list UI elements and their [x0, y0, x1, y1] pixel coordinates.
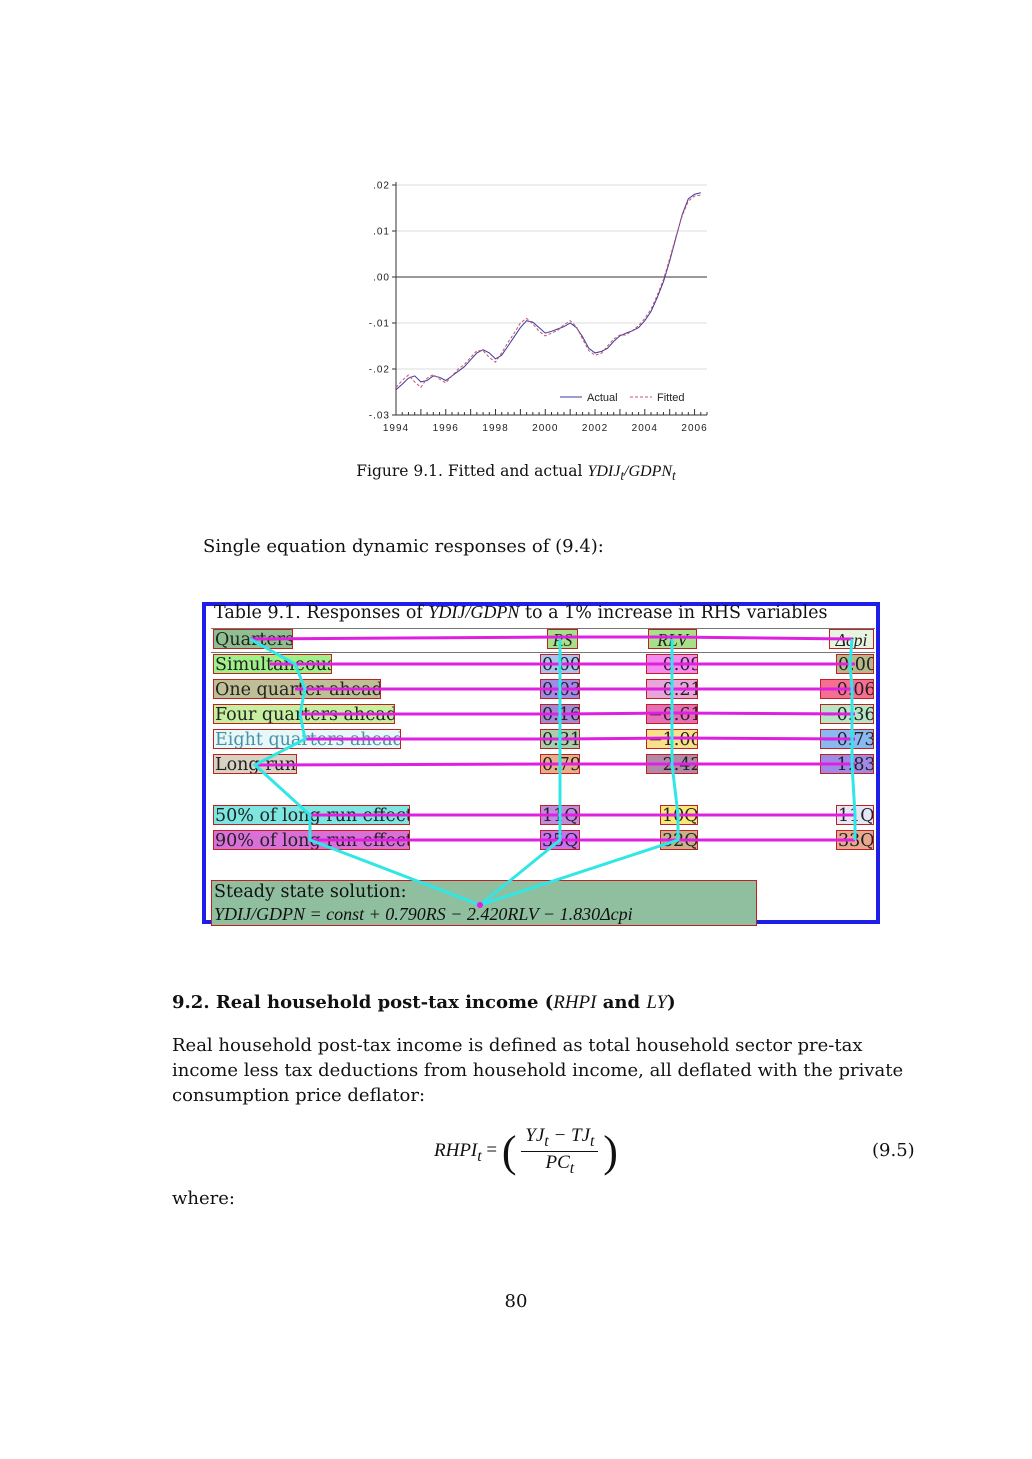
equation-numerator: YJt − TJt — [521, 1125, 599, 1152]
series-line-fitted — [395, 194, 701, 389]
x-tick-label: 2004 — [632, 423, 658, 434]
x-tick-label: 2006 — [681, 423, 707, 434]
y-tick-label: -.01 — [369, 319, 390, 330]
table-header-dcpi: Δcpi — [829, 629, 874, 649]
legend-entry: Fitted — [657, 392, 685, 404]
table-cell: −0.06 — [820, 679, 874, 699]
y-tick-label: .01 — [373, 227, 390, 238]
x-tick-label: 1994 — [383, 423, 409, 434]
table-row-label: 90% of long run effect — [213, 830, 410, 850]
table-header-quarters: Quarters — [213, 629, 293, 649]
legend-entry: Actual — [587, 392, 618, 404]
table-row-label: One quarter ahead — [213, 679, 381, 699]
table-title: Table 9.1. Responses of YDIJ/GDPN to a 1… — [214, 602, 827, 623]
table-cell: 0.00 — [836, 654, 874, 674]
x-tick-label: 1996 — [433, 423, 459, 434]
table-cell: 32Q — [660, 830, 698, 850]
table-title-prefix: Table 9.1. Responses of — [214, 603, 423, 623]
table-cell: 11Q — [836, 805, 874, 825]
table-cell: 35Q — [540, 830, 580, 850]
figure-caption: Figure 9.1. Fitted and actual YDIJt/GDPN… — [0, 462, 1032, 484]
section-heading: 9.2. Real household post-tax income (RHP… — [172, 992, 676, 1014]
table-cell: −0.61 — [646, 704, 698, 724]
x-tick-label: 2000 — [532, 423, 558, 434]
table-cell: 0.16 — [540, 704, 580, 724]
table-row-label: 50% of long run effect — [213, 805, 410, 825]
table-rule-header — [211, 652, 875, 653]
table-cell: −2.42 — [646, 754, 698, 774]
table-cell: −0.36 — [820, 704, 874, 724]
table-cell: 0.31 — [540, 729, 580, 749]
y-tick-label: .02 — [373, 181, 390, 192]
table-header-rlv: RLV — [648, 629, 697, 649]
where-text: where: — [172, 1188, 235, 1209]
table-cell: 0.00 — [540, 654, 580, 674]
table-cell: −1.83 — [820, 754, 874, 774]
table-cell: 11Q — [540, 805, 580, 825]
section-heading-suffix: ) — [667, 992, 676, 1013]
figure-caption-label: Figure 9.1. Fitted and actual — [356, 462, 583, 480]
equation-fraction: YJt − TJt PCt — [521, 1125, 599, 1178]
steady-state-box: Steady state solution: YDIJ/GDPN = const… — [211, 880, 757, 926]
table-header-rs: RS — [547, 629, 578, 649]
section-body: Real household post-tax income is define… — [172, 1035, 904, 1106]
table-cell: −1.06 — [646, 729, 698, 749]
table-row-label: Eight quarters ahead — [213, 729, 401, 749]
equation-lhs: RHPIt — [434, 1139, 482, 1165]
table-rule-top — [211, 628, 875, 629]
table-row-label: Simultaneous — [213, 654, 332, 674]
figure-caption-math: YDIJt/GDPNt — [587, 463, 676, 484]
lead-text: Single equation dynamic responses of (9.… — [203, 536, 604, 557]
section-heading-math2: LY — [646, 992, 668, 1013]
equation-9-5: RHPIt = ( YJt − TJt PCt ) — [434, 1125, 618, 1178]
section-heading-math1: RHPI — [553, 992, 597, 1013]
table-title-suffix: to a 1% increase in RHS variables — [525, 603, 828, 623]
table-cell: 10Q — [660, 805, 698, 825]
table-row-label: Four quarters ahead — [213, 704, 395, 724]
equation-denominator: PCt — [545, 1151, 575, 1177]
series-lines — [395, 192, 701, 391]
table-cell: −0.21 — [646, 679, 698, 699]
y-tick-label: -.03 — [369, 411, 390, 422]
x-tick-label: 2002 — [582, 423, 608, 434]
table-row-label: Long run — [213, 754, 297, 774]
table-cell: −0.09 — [646, 654, 698, 674]
y-tick-label: .00 — [373, 273, 390, 284]
section-heading-prefix: 9.2. Real household post-tax income ( — [172, 992, 554, 1013]
table-cell: 0.03 — [540, 679, 580, 699]
y-tick-label: -.02 — [369, 365, 390, 376]
left-paren: ( — [501, 1126, 517, 1176]
table-cell: 33Q — [836, 830, 874, 850]
section-heading-and: and — [596, 992, 647, 1013]
grid-lines — [396, 184, 707, 416]
steady-state-label: Steady state solution: — [214, 882, 407, 902]
legend: Actual Fitted — [560, 392, 685, 404]
right-paren: ) — [603, 1126, 618, 1176]
x-tick-label: 1998 — [482, 423, 508, 434]
steady-state-equation: YDIJ/GDPN = const + 0.790RS − 2.420RLV −… — [214, 904, 633, 924]
series-line-actual — [395, 192, 701, 391]
equation-number: (9.5) — [872, 1140, 915, 1161]
page-number: 80 — [504, 1291, 528, 1312]
table-cell: −0.73 — [820, 729, 874, 749]
table-cell: 0.79 — [540, 754, 580, 774]
table-title-math: YDIJ/GDPN — [428, 602, 520, 622]
